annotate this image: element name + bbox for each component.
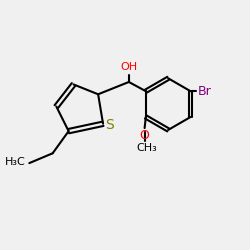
Text: H₃C: H₃C <box>5 157 25 167</box>
Text: CH₃: CH₃ <box>137 143 158 153</box>
Text: S: S <box>105 118 114 132</box>
Text: OH: OH <box>120 62 138 72</box>
Text: O: O <box>140 129 149 142</box>
Text: Br: Br <box>198 85 211 98</box>
